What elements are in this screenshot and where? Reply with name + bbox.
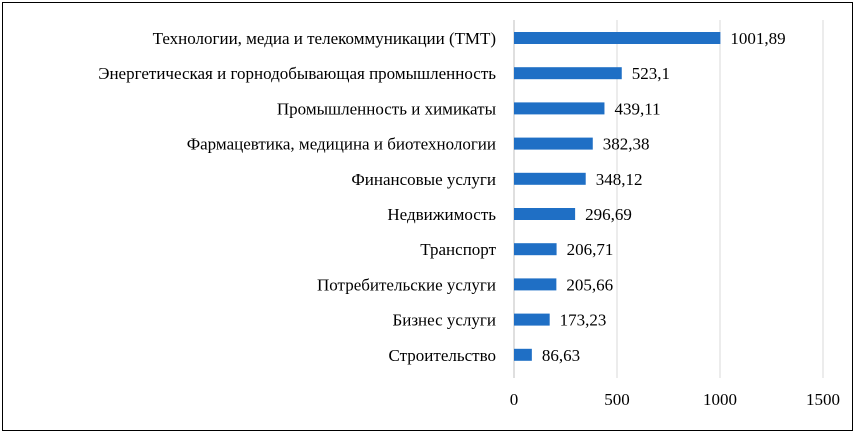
- bar: [514, 32, 721, 44]
- bar: [514, 67, 622, 80]
- bar: [514, 102, 605, 115]
- category-label: Недвижимость: [387, 205, 496, 224]
- bar: [514, 243, 557, 256]
- x-tick-label: 1000: [703, 390, 737, 409]
- category-label: Финансовые услуги: [351, 170, 496, 189]
- value-label: 173,23: [560, 311, 607, 330]
- category-label: Энергетическая и горнодобывающая промышл…: [98, 64, 496, 83]
- value-label: 205,66: [566, 275, 613, 294]
- value-label: 348,12: [596, 170, 643, 189]
- x-tick-label: 1500: [806, 390, 840, 409]
- category-label: Строительство: [389, 346, 496, 365]
- value-label: 382,38: [603, 135, 650, 154]
- bar: [514, 313, 550, 326]
- label-layer: 0 500 1000 1500 Технологии, медиа и телекомм…: [98, 29, 840, 409]
- value-label: 523,1: [632, 64, 670, 83]
- bar: [514, 208, 576, 220]
- bar: [514, 278, 557, 291]
- category-label: Потребительские услуги: [317, 275, 496, 294]
- value-label: 1001,89: [730, 29, 785, 48]
- bar: [514, 172, 586, 185]
- x-tick-label: 0: [510, 390, 519, 409]
- category-label: Бизнес услуги: [392, 311, 496, 330]
- value-label: 439,11: [614, 99, 660, 118]
- bar: [514, 348, 532, 361]
- value-label: 296,69: [585, 205, 632, 224]
- category-label: Транспорт: [420, 240, 496, 259]
- category-label: Промышленность и химикаты: [277, 99, 497, 118]
- value-label: 86,63: [542, 346, 580, 365]
- x-tick-label: 500: [604, 390, 630, 409]
- bar: [514, 137, 593, 150]
- value-label: 206,71: [567, 240, 614, 259]
- bar-layer: [514, 32, 721, 361]
- category-label: Фармацевтика, медицина и биотехнологии: [187, 135, 496, 154]
- category-label: Технологии, медиа и телекоммуникации (ТМ…: [153, 29, 496, 48]
